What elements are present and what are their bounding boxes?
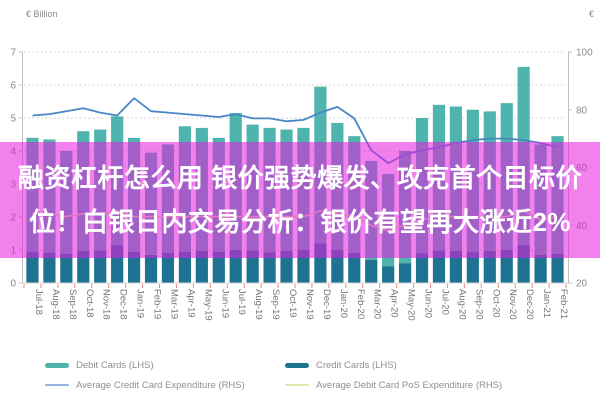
legend-label-avg-credit-expenditure: Average Credit Card Expenditure (RHS) — [76, 379, 245, 391]
x-axis-month-label: Dec-18 — [118, 289, 129, 320]
credit-cards-swatch — [285, 362, 309, 368]
x-axis-month-label: Feb-19 — [152, 289, 163, 319]
x-axis-month-label: Jan-19 — [135, 289, 146, 318]
bar-credit-cards — [94, 250, 107, 283]
legend-item-credit-cards: Credit Cards (LHS) — [285, 358, 397, 372]
right-axis-tick-label: 100 — [576, 48, 593, 59]
left-axis-tick-label: 5 — [10, 114, 16, 125]
headline-line-1: 融资杠杆怎么用 银价强势爆发、攻克首个目标价 — [17, 163, 583, 193]
left-axis-tick-label: 6 — [10, 81, 16, 92]
x-axis-month-label: Apr-20 — [389, 289, 400, 318]
x-axis-month-label: Oct-20 — [490, 289, 501, 318]
left-axis-unit-label: € Billion — [26, 9, 58, 19]
bar-credit-cards — [263, 252, 276, 283]
legend-label-avg-debit-pos-expenditure: Average Debit Card PoS Expenditure (RHS) — [316, 379, 503, 391]
x-axis-month-label: May-20 — [406, 289, 417, 321]
x-axis-month-label: Sep-20 — [473, 289, 484, 320]
bar-credit-cards — [415, 253, 429, 283]
right-axis-unit-label: € — [589, 9, 594, 19]
x-axis-month-label: Sep-19 — [270, 289, 281, 320]
legend-item-debit-cards: Debit Cards (LHS) — [45, 358, 154, 372]
chart-legend: Debit Cards (LHS) Credit Cards (LHS) Ave… — [0, 352, 600, 398]
bar-credit-cards — [432, 250, 446, 283]
bar-credit-cards — [534, 254, 547, 283]
left-axis-tick-label: 7 — [10, 48, 16, 59]
bar-credit-cards — [500, 250, 513, 283]
x-axis-month-label: Nov-19 — [304, 289, 315, 320]
x-axis-month-label: May-19 — [202, 289, 213, 321]
x-axis-month-label: Apr-19 — [185, 289, 196, 318]
left-axis-tick-label: 0 — [10, 279, 16, 290]
headline-line-2: 位！白银日内交易分析：银价有望再大涨近2% — [28, 207, 572, 237]
x-axis-month-label: Sep-18 — [67, 289, 78, 320]
debit-cards-swatch — [45, 362, 69, 368]
x-axis-month-label: Nov-20 — [507, 289, 518, 320]
bar-credit-cards — [449, 250, 463, 283]
x-axis-month-label: Mar-19 — [168, 289, 179, 319]
x-axis-month-label: Dec-20 — [524, 289, 535, 320]
x-axis-month-label: Aug-20 — [456, 289, 467, 320]
bar-credit-cards — [331, 250, 344, 283]
x-axis-month-label: Mar-20 — [372, 289, 383, 319]
x-axis-month-label: Feb-20 — [355, 289, 366, 319]
bar-credit-cards — [77, 250, 90, 283]
legend-item-avg-debit-pos-expenditure: Average Debit Card PoS Expenditure (RHS) — [285, 378, 502, 392]
avg-debit-pos-expenditure-swatch — [285, 384, 309, 386]
x-axis-month-label: Jan-21 — [541, 289, 552, 318]
legend-item-avg-credit-expenditure: Average Credit Card Expenditure (RHS) — [45, 378, 245, 392]
bar-credit-cards — [43, 252, 56, 283]
bar-credit-cards — [246, 250, 259, 283]
bar-credit-cards — [551, 253, 564, 283]
x-axis-month-label: Jul-19 — [236, 289, 247, 315]
avg-credit-expenditure-swatch — [45, 384, 69, 386]
bar-credit-cards — [144, 254, 158, 283]
bar-credit-cards — [195, 250, 208, 283]
bar-credit-cards — [348, 252, 361, 283]
bar-credit-cards — [365, 259, 378, 283]
x-axis-month-label: Jun-20 — [423, 289, 434, 318]
bar-credit-cards — [280, 250, 293, 283]
bar-credit-cards — [398, 263, 412, 283]
legend-label-credit-cards: Credit Cards (LHS) — [316, 359, 397, 371]
x-axis-month-label: Dec-19 — [321, 289, 332, 320]
bar-credit-cards — [212, 251, 225, 283]
bar-credit-cards — [60, 253, 73, 283]
x-axis-month-label: Oct-19 — [287, 289, 298, 318]
bar-credit-cards — [483, 250, 496, 283]
x-axis-month-label: Aug-18 — [50, 289, 61, 320]
x-axis-month-label: Jun-19 — [219, 289, 230, 318]
bar-credit-cards — [229, 250, 242, 283]
bar-credit-cards — [297, 250, 310, 283]
bar-credit-cards — [127, 251, 141, 283]
x-axis-month-label: Jul-18 — [33, 289, 44, 315]
legend-label-debit-cards: Debit Cards (LHS) — [76, 359, 154, 371]
bar-credit-cards — [26, 251, 39, 283]
x-axis-month-label: Aug-19 — [253, 289, 264, 320]
bar-credit-cards — [466, 251, 479, 283]
x-axis-month-label: Nov-18 — [101, 289, 112, 320]
line-avg-credit-expenditure — [32, 97, 558, 165]
bar-credit-cards — [161, 252, 175, 283]
right-axis-tick-label: 20 — [576, 279, 588, 290]
bar-credit-cards — [382, 266, 395, 283]
x-axis-month-label: Jan-20 — [338, 289, 349, 318]
right-axis-tick-label: 80 — [576, 105, 588, 116]
bar-credit-cards — [178, 251, 192, 283]
x-axis-month-label: Oct-18 — [84, 289, 95, 318]
x-axis-month-label: Jul-20 — [439, 289, 450, 315]
x-axis-month-label: Feb-21 — [558, 289, 569, 319]
headline-overlay: 融资杠杆怎么用 银价强势爆发、攻克首个目标价 位！白银日内交易分析：银价有望再大… — [0, 142, 600, 258]
